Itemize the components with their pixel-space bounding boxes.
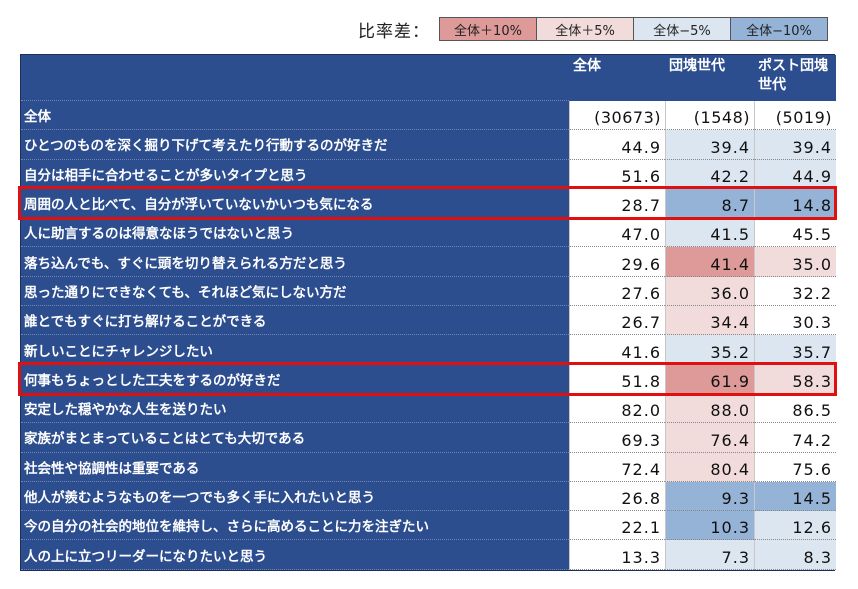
value-cell: 82.0 (569, 393, 665, 424)
value-cell: 44.9 (569, 130, 665, 160)
table-row: 誰とでもすぐに打ち解けることができる 26.7 34.4 30.3 (21, 306, 836, 336)
column-header-total: 全体 (569, 55, 665, 101)
value-cell: 35.7 (754, 335, 836, 365)
value-cell: 58.3 (754, 364, 836, 394)
value-cell: 69.3 (569, 423, 665, 453)
value-cell: 29.6 (569, 247, 665, 277)
table-row: 他人が羨むようなものを一つでも多く手に入れたいと思う 26.8 9.3 14.5 (21, 481, 836, 512)
table-row: 思った通りにできなくても、それほど気にしない方だ 27.6 36.0 32.2 (21, 276, 836, 307)
value-cell: 41.4 (665, 247, 754, 277)
value-cell: 14.5 (754, 481, 836, 512)
value-cell: 47.0 (569, 218, 665, 248)
value-cell: 39.4 (665, 130, 754, 160)
value-cell: 30.3 (754, 306, 836, 336)
value-cell: 14.8 (754, 188, 836, 219)
row-label: 他人が羨むようなものを一つでも多く手に入れたいと思う (21, 481, 569, 512)
row-label: 家族がまとまっていることはとても大切である (21, 423, 569, 453)
data-table: 全体 団塊世代 ポスト団塊世代 全体 (30673) (1548) (5019)… (20, 54, 836, 571)
table-row: 今の自分の社会的地位を維持し、さらに高めることに力を注ぎたい 22.1 10.3 12… (21, 511, 836, 541)
row-label: 何事もちょっとした工夫をするのが好きだ (21, 364, 569, 394)
value-cell: 22.1 (569, 511, 665, 541)
base-count-post-dankai: (5019) (754, 101, 836, 131)
column-header-dankai: 団塊世代 (665, 55, 754, 101)
table-row: 家族がまとまっていることはとても大切である 69.3 76.4 74.2 (21, 423, 836, 453)
table-row: 人の上に立つリーダーになりたいと思う 13.3 7.3 8.3 (21, 540, 836, 570)
table-row: 自分は相手に合わせることが多いタイプと思う 51.6 42.2 44.9 (21, 159, 836, 189)
row-label: 周囲の人と比べて、自分が浮いていないかいつも気になる (21, 188, 569, 219)
table-row: 周囲の人と比べて、自分が浮いていないかいつも気になる 28.7 8.7 14.8 (21, 188, 836, 219)
table-row: 新しいことにチャレンジしたい 41.6 35.2 35.7 (21, 335, 836, 365)
value-cell: 32.2 (754, 276, 836, 307)
value-cell: 26.7 (569, 306, 665, 336)
base-row: 全体 (30673) (1548) (5019) (21, 101, 836, 131)
row-label: ひとつのものを深く掘り下げて考えたり行動するのが好きだ (21, 130, 569, 160)
value-cell: 8.3 (754, 540, 836, 570)
value-cell: 74.2 (754, 423, 836, 453)
row-label: 人の上に立つリーダーになりたいと思う (21, 540, 569, 570)
table-row: 落ち込んでも、すぐに頭を切り替えられる方だと思う 29.6 41.4 35.0 (21, 247, 836, 277)
value-cell: 35.2 (665, 335, 754, 365)
table-row: 人に助言するのは得意なほうではないと思う 47.0 41.5 45.5 (21, 218, 836, 248)
row-label: 人に助言するのは得意なほうではないと思う (21, 218, 569, 248)
value-cell: 41.5 (665, 218, 754, 248)
value-cell: 42.2 (665, 159, 754, 189)
value-cell: 36.0 (665, 276, 754, 307)
row-label: 誰とでもすぐに打ち解けることができる (21, 306, 569, 336)
value-cell: 76.4 (665, 423, 754, 453)
base-row-label: 全体 (21, 101, 569, 131)
value-cell: 34.4 (665, 306, 754, 336)
legend-item-plus5: 全体＋5% (536, 17, 634, 41)
value-cell: 72.4 (569, 452, 665, 482)
base-count-total: (30673) (569, 101, 665, 131)
table-row: ひとつのものを深く掘り下げて考えたり行動するのが好きだ 44.9 39.4 39.4 (21, 130, 836, 160)
value-cell: 51.8 (569, 364, 665, 394)
header-row: 全体 団塊世代 ポスト団塊世代 (21, 55, 836, 101)
value-cell: 35.0 (754, 247, 836, 277)
value-cell: 26.8 (569, 481, 665, 512)
value-cell: 41.6 (569, 335, 665, 365)
legend-item-minus5: 全体−5% (633, 17, 731, 41)
value-cell: 88.0 (665, 393, 754, 424)
row-label: 思った通りにできなくても、それほど気にしない方だ (21, 276, 569, 307)
legend: 比率差： 全体＋10% 全体＋5% 全体−5% 全体−10% (358, 16, 828, 42)
value-cell: 51.6 (569, 159, 665, 189)
table-row: 何事もちょっとした工夫をするのが好きだ 51.8 61.9 58.3 (21, 364, 836, 394)
row-label: 社会性や協調性は重要である (21, 452, 569, 482)
row-label: 落ち込んでも、すぐに頭を切り替えられる方だと思う (21, 247, 569, 277)
value-cell: 10.3 (665, 511, 754, 541)
value-cell: 39.4 (754, 130, 836, 160)
table-row: 安定した穏やかな人生を送りたい 82.0 88.0 86.5 (21, 393, 836, 424)
legend-title: 比率差： (358, 21, 430, 42)
value-cell: 86.5 (754, 393, 836, 424)
row-label: 自分は相手に合わせることが多いタイプと思う (21, 159, 569, 189)
row-label: 安定した穏やかな人生を送りたい (21, 393, 569, 424)
legend-item-minus10: 全体−10% (730, 17, 828, 41)
value-cell: 27.6 (569, 276, 665, 307)
table-row: 社会性や協調性は重要である 72.4 80.4 75.6 (21, 452, 836, 482)
value-cell: 75.6 (754, 452, 836, 482)
value-cell: 28.7 (569, 188, 665, 219)
row-label: 今の自分の社会的地位を維持し、さらに高めることに力を注ぎたい (21, 511, 569, 541)
value-cell: 61.9 (665, 364, 754, 394)
value-cell: 8.7 (665, 188, 754, 219)
column-header-post-dankai: ポスト団塊世代 (754, 55, 836, 101)
value-cell: 12.6 (754, 511, 836, 541)
legend-item-plus10: 全体＋10% (439, 17, 537, 41)
header-label-cell (21, 55, 569, 101)
value-cell: 45.5 (754, 218, 836, 248)
value-cell: 44.9 (754, 159, 836, 189)
value-cell: 7.3 (665, 540, 754, 570)
value-cell: 13.3 (569, 540, 665, 570)
base-count-dankai: (1548) (665, 101, 754, 131)
row-label: 新しいことにチャレンジしたい (21, 335, 569, 365)
value-cell: 9.3 (665, 481, 754, 512)
value-cell: 80.4 (665, 452, 754, 482)
